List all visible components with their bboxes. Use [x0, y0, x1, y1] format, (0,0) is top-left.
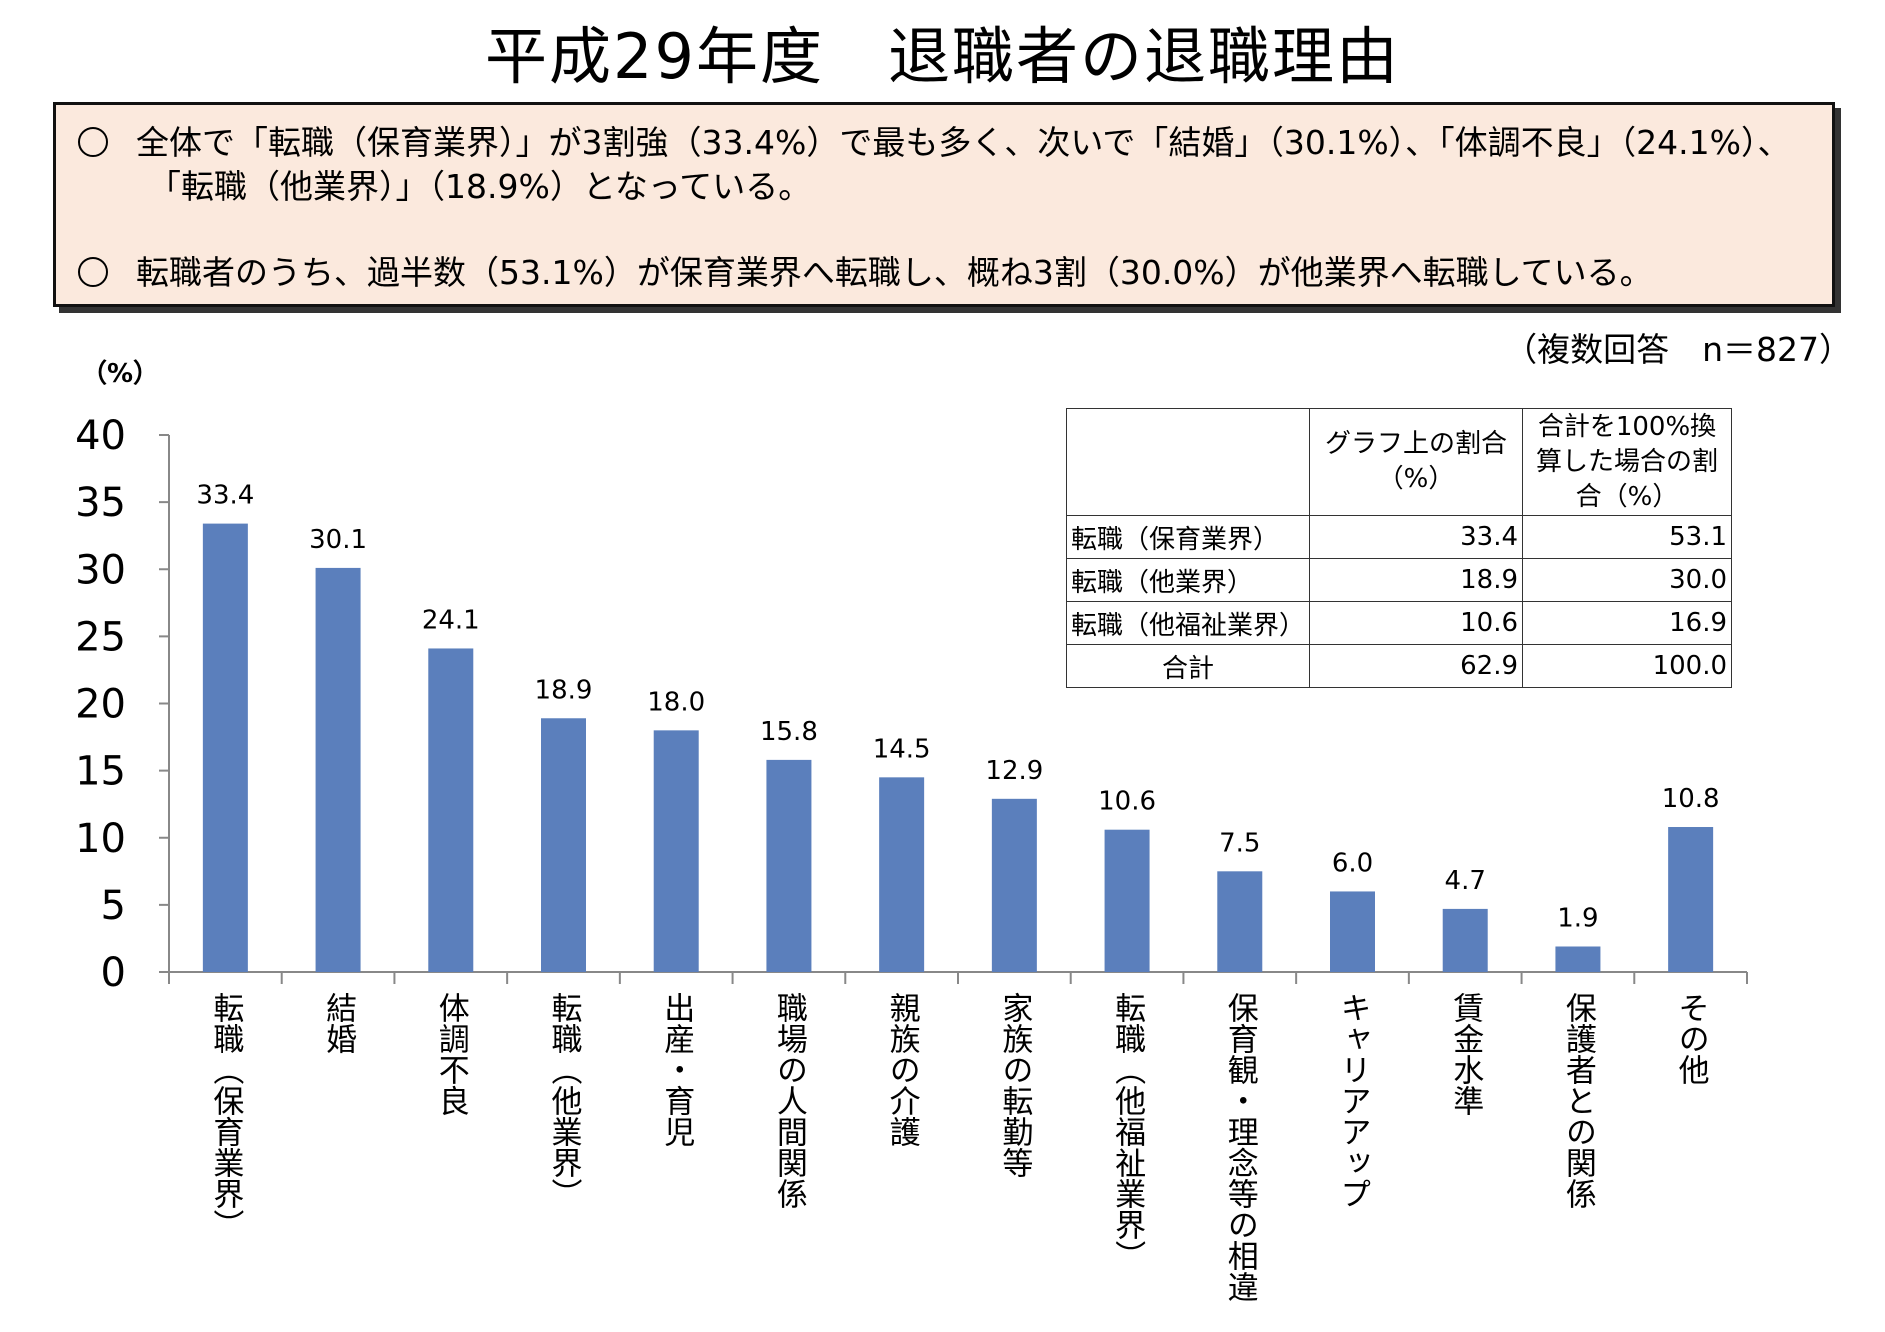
summary-line-2: 転職者のうち、過半数（53.1%）が保育業界へ転職し、概ね3割（30.0%）が他… [56, 253, 1653, 293]
bar [879, 777, 925, 972]
bar [1104, 829, 1150, 972]
category-label: キャリアアップ [1335, 992, 1371, 1209]
bullet-circle-icon [78, 127, 108, 157]
category-label: 家族の転勤等 [996, 992, 1032, 1178]
y-tick-label: 40 [75, 413, 126, 459]
y-tick-label: 10 [75, 816, 126, 862]
table-cell-value: 100.0 [1522, 644, 1733, 688]
bar-value-label: 12.9 [985, 756, 1043, 786]
category-label: その他 [1673, 992, 1710, 1085]
category-label: 親族の介護 [884, 992, 921, 1147]
x-axis [168, 971, 1748, 984]
y-tick-label: 25 [75, 614, 126, 660]
bar [1668, 827, 1714, 972]
category-label: 職場の人間関係 [771, 992, 808, 1209]
bar [315, 567, 361, 972]
bar-value-label: 4.7 [1445, 866, 1486, 896]
category-label: 出産・育児 [658, 992, 694, 1147]
bar [1330, 891, 1375, 972]
bar-value-label: 15.8 [760, 717, 818, 747]
page-title: 平成29年度 退職者の退職理由 [485, 20, 1400, 93]
category-label: 結婚 [320, 992, 356, 1054]
table-cell-label: 転職（保育業界） [1065, 515, 1311, 559]
y-tick-label: 5 [101, 883, 126, 929]
y-tick-label: 20 [75, 682, 126, 728]
bar-value-label: 14.5 [873, 734, 931, 764]
table-cell-value: 62.9 [1309, 644, 1524, 688]
table-row: 転職（保育業界） 33.4 53.1 [1065, 515, 1733, 559]
bar-value-label: 10.6 [1098, 787, 1156, 817]
table-cell-value: 16.9 [1522, 601, 1733, 645]
summary-table: グラフ上の割合（%） 合計を100%換算した場合の割合（%） 転職（保育業界） … [1065, 408, 1733, 688]
table-cell-value: 33.4 [1309, 515, 1524, 559]
table-cell-label: 転職（他業界） [1065, 558, 1311, 602]
summary-line-1-cont: 「転職（他業界）」（18.9%）となっている。 [148, 167, 812, 206]
bar-value-label: 30.1 [309, 525, 367, 555]
y-axis: 0 5 10 15 20 25 30 35 40 [75, 413, 170, 996]
value-labels-group: 33.4 30.1 24.1 18.9 18.0 15.8 14.5 12.9 10.6 7.5 6… [196, 481, 1719, 934]
bar-value-label: 18.0 [647, 687, 705, 717]
table-cell-value: 18.9 [1309, 558, 1524, 602]
bars-group [202, 523, 1714, 972]
table-row: 転職（他福祉業界） 10.6 16.9 [1065, 601, 1733, 645]
table-cell-value: 30.0 [1522, 558, 1733, 602]
table-cell-label: 転職（他福祉業界） [1065, 601, 1311, 645]
table-cell-value: 10.6 [1309, 601, 1524, 645]
y-tick-label: 30 [75, 547, 126, 593]
bar-value-label: 6.0 [1332, 848, 1373, 878]
bar-value-label: 10.8 [1662, 784, 1720, 814]
category-label: 転職（他福祉業界） [1109, 992, 1146, 1271]
bar [653, 730, 699, 972]
sample-note: （複数回答 n＝827） [1504, 330, 1852, 369]
table-row-total: 合計 62.9 100.0 [1065, 644, 1733, 688]
table-row: 転職（他業界） 18.9 30.0 [1065, 558, 1733, 602]
summary-box: 全体で「転職（保育業界）」が3割強（33.4%）で最も多く、次いで「結婚」（30… [53, 102, 1835, 307]
bar-value-label: 18.9 [535, 675, 593, 705]
bar-value-label: 24.1 [422, 605, 480, 635]
bar-value-label: 7.5 [1219, 828, 1260, 858]
bar [766, 759, 812, 972]
table-header-normalized-ratio: 合計を100%換算した場合の割合（%） [1522, 408, 1733, 516]
table-header-row: グラフ上の割合（%） 合計を100%換算した場合の割合（%） [1065, 408, 1733, 516]
y-tick-label: 15 [75, 749, 126, 795]
bar [428, 648, 474, 972]
bar [1442, 908, 1488, 972]
y-tick-label: 0 [101, 950, 126, 996]
category-label: 賃金水準 [1447, 992, 1484, 1116]
bar-value-label: 1.9 [1557, 903, 1598, 933]
y-tick-label: 35 [75, 480, 126, 526]
y-axis-unit-label: （%） [81, 359, 159, 389]
bar [991, 798, 1037, 972]
category-label: 体調不良 [433, 992, 470, 1116]
summary-line-1: 全体で「転職（保育業界）」が3割強（33.4%）で最も多く、次いで「結婚」（30… [56, 123, 1791, 163]
bar [1217, 871, 1263, 972]
bar [202, 523, 248, 972]
category-label: 保護者との関係 [1560, 992, 1597, 1209]
table-cell-label: 合計 [1065, 644, 1311, 688]
bullet-circle-icon [78, 257, 108, 287]
bar [541, 718, 586, 972]
table-header-graph-ratio: グラフ上の割合（%） [1309, 408, 1524, 516]
bar [1555, 946, 1601, 972]
category-label: 保育観・理念等の相違 [1222, 992, 1259, 1302]
category-labels-group: 転職（保育業界） 結婚 体調不良 転職（他業界） 出産・育児 職場の人間関係 親族の介護 家族… [207, 992, 1709, 1302]
table-header-empty [1065, 408, 1311, 516]
category-label: 転職（他業界） [546, 992, 583, 1209]
category-label: 転職（保育業界） [207, 992, 244, 1240]
table-cell-value: 53.1 [1522, 515, 1733, 559]
bar-value-label: 33.4 [196, 481, 254, 511]
